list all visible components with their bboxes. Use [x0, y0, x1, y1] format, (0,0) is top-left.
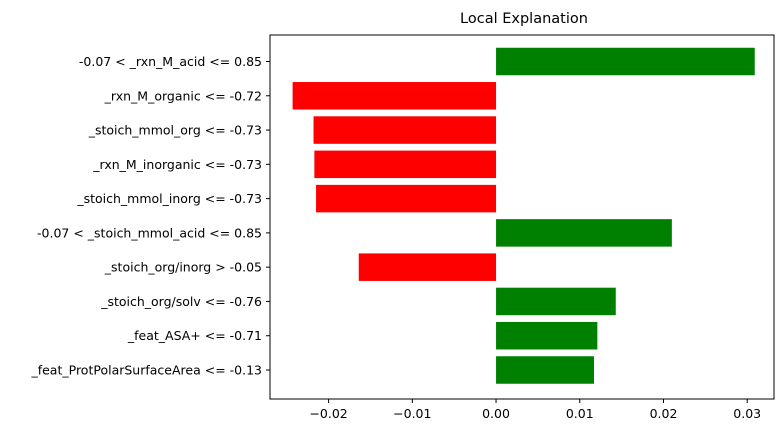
bar-8 — [496, 321, 598, 350]
bars-group — [292, 47, 755, 384]
bar-5 — [496, 219, 672, 247]
plot-frame — [269, 34, 775, 400]
y-tick-label-3: _rxn_M_inorganic <= -0.73 — [92, 157, 262, 172]
y-tick-label-4: _stoich_mmol_inorg <= -0.73 — [76, 191, 262, 206]
x-tick-label-3: 0.01 — [566, 406, 594, 421]
x-ticks: −0.02 −0.01 0.00 0.01 0.02 0.03 — [309, 399, 761, 421]
x-tick-label-0: −0.02 — [309, 406, 347, 421]
bar-2 — [313, 116, 497, 144]
y-tick-label-2: _stoich_mmol_org <= -0.73 — [88, 123, 262, 138]
chart-title: Local Explanation — [460, 11, 588, 27]
y-tick-label-6: _stoich_org/inorg > -0.05 — [104, 260, 262, 275]
bar-7 — [496, 287, 616, 316]
bar-3 — [314, 150, 497, 179]
y-tick-label-8: _feat_ASA+ <= -0.71 — [127, 328, 262, 343]
bar-6 — [358, 253, 497, 281]
bar-9 — [496, 356, 594, 384]
y-tick-label-5: -0.07 < _stoich_mmol_acid <= 0.85 — [37, 225, 262, 240]
y-tick-label-0: -0.07 < _rxn_M_acid <= 0.85 — [79, 54, 262, 69]
x-tick-label-2: 0.00 — [482, 406, 510, 421]
bar-0 — [496, 47, 755, 76]
x-tick-label-1: −0.01 — [393, 406, 431, 421]
bar-4 — [316, 184, 497, 213]
y-tick-label-9: _feat_ProtPolarSurfaceArea <= -0.13 — [30, 363, 262, 378]
x-tick-label-4: 0.02 — [650, 406, 678, 421]
y-tick-label-7: _stoich_org/solv <= -0.76 — [100, 294, 262, 309]
bar-1 — [292, 82, 497, 110]
x-tick-label-5: 0.03 — [733, 406, 761, 421]
y-tick-labels: -0.07 < _rxn_M_acid <= 0.85 _rxn_M_organi… — [30, 54, 270, 378]
y-tick-label-1: _rxn_M_organic <= -0.72 — [104, 88, 262, 103]
